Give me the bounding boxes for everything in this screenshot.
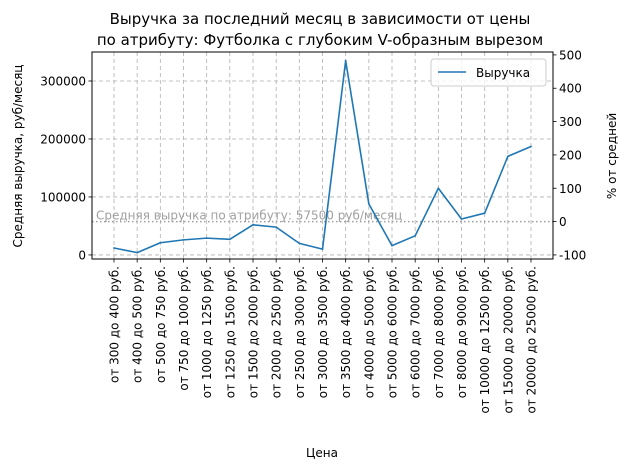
data-point [159, 241, 162, 244]
data-point [460, 218, 463, 220]
x-tick-label: от 1500 до 2000 руб. [247, 266, 261, 398]
y-tick-label: 200000 [40, 132, 86, 146]
y-right-tick-label: 0 [559, 215, 567, 229]
x-tick-label: от 3000 до 3500 руб. [316, 266, 330, 398]
x-axis-label: Цена [306, 446, 338, 460]
data-point [437, 187, 440, 190]
y-right-tick-label: -100 [559, 248, 586, 262]
data-point [321, 248, 324, 251]
series-layer [113, 59, 532, 254]
x-tick-label: от 7000 до 8000 руб. [432, 266, 446, 398]
x-tick-label: от 400 до 500 руб. [131, 266, 145, 383]
x-tick-label: от 1000 до 1250 руб. [200, 266, 214, 398]
data-point [298, 242, 301, 245]
data-point [136, 251, 139, 254]
y-right-tick-label: 500 [559, 48, 582, 62]
y-right-tick-label: 400 [559, 82, 582, 96]
data-point [391, 244, 393, 247]
data-point [530, 145, 532, 148]
data-point [344, 59, 347, 62]
y-axis-right: -100 0 100 200 300 400 500 [553, 48, 586, 262]
data-point [414, 234, 417, 237]
data-point [483, 212, 486, 215]
y-axis-right-label: % от средней [605, 113, 619, 199]
x-tick-label: от 6000 до 7000 руб. [409, 266, 423, 398]
x-tick-label: от 10000 до 12500 руб. [478, 266, 492, 414]
x-tick-label: от 750 до 1000 руб. [177, 266, 191, 391]
mean-reference: Средняя выручка по атрибуту: 57500 руб/м… [92, 209, 553, 223]
x-tick-label: от 1250 до 1500 руб. [223, 266, 237, 398]
legend-label: Выручка [476, 66, 530, 80]
y-axis-left: 0 100000 200000 300000 [40, 74, 92, 262]
x-tick-label: от 8000 до 9000 руб. [455, 266, 469, 398]
x-tick-label: от 300 до 400 руб. [108, 266, 122, 383]
data-point [275, 226, 278, 229]
data-point [367, 203, 370, 205]
y-tick-label: 0 [78, 248, 86, 262]
x-tick-label: от 4000 до 5000 руб. [362, 266, 376, 398]
legend: Выручка [430, 58, 547, 87]
x-tick-label: от 5000 до 6000 руб. [386, 266, 400, 398]
y-tick-label: 300000 [40, 74, 86, 88]
data-point [252, 223, 254, 226]
data-point [228, 238, 231, 241]
chart-title-line2: по атрибуту: Футболка с глубоким V-образ… [97, 31, 543, 49]
x-tick-label: от 2500 до 3000 руб. [293, 266, 307, 398]
x-tick-label: от 2000 до 2500 руб. [270, 266, 284, 398]
x-tick-label: от 3500 до 4000 руб. [339, 266, 353, 398]
data-point [182, 238, 185, 241]
data-point [205, 237, 208, 240]
legend-box [430, 58, 547, 87]
x-tick-label: от 20000 до 25000 руб. [525, 266, 539, 414]
data-point [506, 155, 509, 158]
y-right-tick-label: 200 [559, 148, 582, 162]
y-right-tick-label: 300 [559, 115, 582, 129]
y-right-tick-label: 100 [559, 182, 582, 196]
y-tick-label: 100000 [40, 190, 86, 204]
data-point [113, 247, 115, 249]
y-axis-label: Средняя выручка, руб/месяц [11, 65, 25, 248]
x-axis: от 300 до 400 руб. от 400 до 500 руб. от 5… [108, 259, 539, 414]
mean-label: Средняя выручка по атрибуту: 57500 руб/м… [96, 209, 402, 223]
x-tick-label: от 500 до 750 руб. [154, 266, 168, 383]
x-tick-label: от 15000 до 20000 руб. [501, 266, 515, 414]
chart-title-line1: Выручка за последний месяц в зависимости… [110, 10, 531, 28]
